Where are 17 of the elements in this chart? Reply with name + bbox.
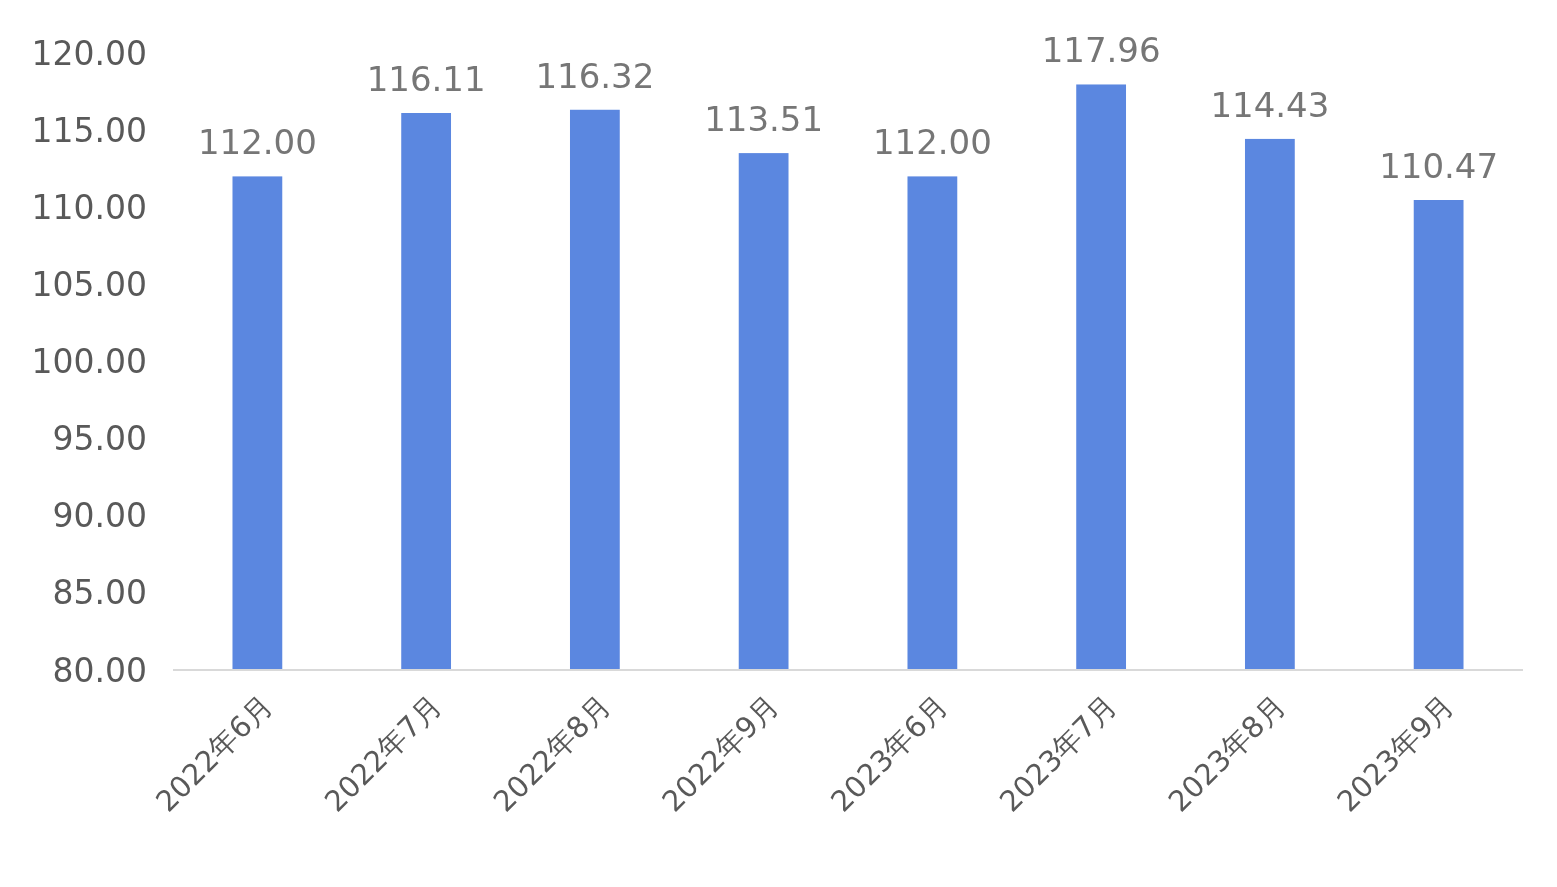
y-tick-label: 120.00 [31,33,147,73]
y-tick-label: 95.00 [52,419,147,459]
y-tick-label: 80.00 [52,650,147,690]
data-label: 112.00 [197,122,317,163]
y-tick-label: 105.00 [31,264,147,304]
y-tick-label: 110.00 [31,187,147,227]
y-tick-label: 100.00 [31,342,147,382]
data-label: 114.43 [1210,84,1330,125]
data-label: 110.47 [1379,146,1499,186]
y-tick-label: 90.00 [52,496,147,536]
y-tick-label: 115.00 [31,110,147,150]
y-tick-label: 85.00 [52,573,147,613]
data-label: 113.51 [704,99,824,140]
data-label: 116.32 [535,55,655,96]
data-label: 112.00 [872,122,992,163]
data-label: 116.11 [366,59,486,99]
data-label: 117.96 [1041,30,1161,71]
